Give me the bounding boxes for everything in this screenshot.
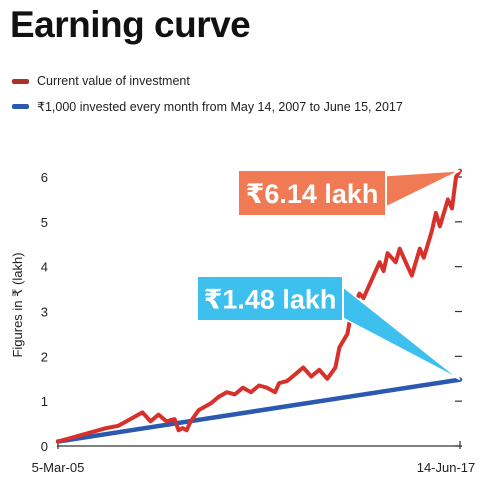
y-tick-label-5: 5 [41, 215, 48, 230]
callouts: ₹6.14 lakh ₹1.48 lakh [196, 169, 461, 381]
y-axis-label: Figures in ₹ (lakh) [10, 252, 25, 357]
y-tick-label-3: 3 [41, 305, 48, 320]
legend-item-current-value: Current value of investment [12, 72, 190, 90]
y-tick-label-2: 2 [41, 349, 48, 364]
callout-current-value-label: ₹6.14 lakh [246, 179, 379, 209]
legend-label-current-value: Current value of investment [37, 74, 190, 88]
y-tick-label-0: 0 [41, 439, 48, 454]
y-tick-label-4: 4 [41, 260, 48, 275]
callout-invested-label: ₹1.48 lakh [204, 285, 337, 315]
x-tick-label-start: 5-Mar-05 [32, 460, 85, 475]
legend-swatch-invested [12, 103, 29, 109]
chart-title: Earning curve [10, 4, 251, 45]
callout-current-value-box [237, 169, 387, 217]
legend-label-invested: ₹1,000 invested every month from May 14,… [37, 99, 403, 114]
legend-swatch-current-value [12, 78, 29, 84]
y-tick-label-6: 6 [41, 170, 48, 185]
legend-item-invested: ₹1,000 invested every month from May 14,… [12, 97, 403, 115]
callout-invested-box [196, 275, 344, 322]
x-tick-label-end: 14-Jun-17 [417, 460, 476, 475]
y-tick-label-1: 1 [41, 394, 48, 409]
series-line-current-value [56, 168, 462, 444]
y-ticks: 0 1 2 3 4 5 6 [41, 170, 462, 454]
callout-invested-pointer [336, 280, 461, 381]
series-line-invested [55, 377, 463, 444]
